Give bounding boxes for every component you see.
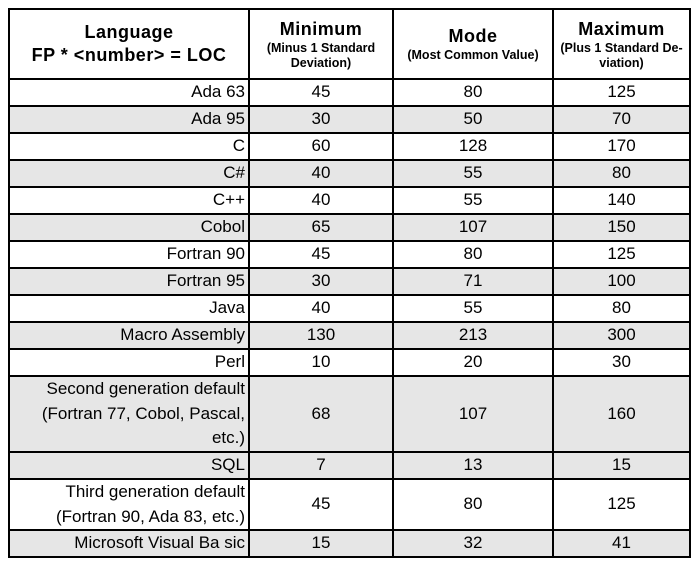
mode-cell: 32: [392, 529, 554, 559]
language-cell: Perl: [8, 348, 250, 377]
mode-cell: 50: [392, 105, 554, 134]
minimum-cell: 45: [248, 240, 394, 269]
table-row: Cobol 65 107 150: [8, 213, 691, 242]
mode-cell: 80: [392, 477, 554, 532]
table-row: C 60 128 170: [8, 132, 691, 161]
table-row: C++ 40 55 140: [8, 186, 691, 215]
language-cell: C#: [8, 159, 250, 188]
header-cell-maximum: Maximum (Plus 1 Standard De-viation): [552, 8, 691, 80]
maximum-cell: 150: [552, 213, 691, 242]
table-row: C# 40 55 80: [8, 159, 691, 188]
header-cell-minimum: Minimum (Minus 1 Standard Deviation): [248, 8, 394, 80]
minimum-cell: 7: [248, 450, 394, 480]
minimum-cell: 65: [248, 213, 394, 242]
maximum-cell: 160: [552, 375, 691, 453]
maximum-cell: 125: [552, 78, 691, 107]
language-cell: SQL: [8, 450, 250, 480]
header-language-formula: FP * <number> = LOC: [31, 45, 227, 65]
language-cell: Macro Assembly: [8, 321, 250, 350]
maximum-cell: 125: [552, 240, 691, 269]
table-row: Java 40 55 80: [8, 294, 691, 323]
language-cell: Third generation default (Fortran 90, Ad…: [8, 477, 250, 532]
header-cell-mode: Mode (Most Common Value): [392, 8, 554, 80]
table-row: Perl 10 20 30: [8, 348, 691, 377]
mode-cell: 13: [392, 450, 554, 480]
maximum-cell: 300: [552, 321, 691, 350]
mode-cell: 20: [392, 348, 554, 377]
minimum-cell: 45: [248, 78, 394, 107]
maximum-cell: 15: [552, 450, 691, 480]
maximum-cell: 70: [552, 105, 691, 134]
language-loc-table: Language FP * <number> = LOC Minimum (Mi…: [8, 8, 691, 559]
minimum-cell: 68: [248, 375, 394, 453]
maximum-cell: 41: [552, 529, 691, 559]
mode-cell: 128: [392, 132, 554, 161]
mode-cell: 107: [392, 375, 554, 453]
language-cell: Java: [8, 294, 250, 323]
minimum-cell: 60: [248, 132, 394, 161]
table-body: Ada 63 45 80 125 Ada 95 30 50 70 C 60 128 170 C# 40 55…: [8, 78, 691, 559]
header-mode-subtitle: (Most Common Value): [407, 48, 539, 63]
table-row: Second generation default (Fortran 77, C…: [8, 375, 691, 453]
header-minimum-subtitle: (Minus 1 Standard Deviation): [266, 40, 376, 70]
minimum-cell: 130: [248, 321, 394, 350]
maximum-cell: 125: [552, 477, 691, 532]
table-row: SQL 7 13 15: [8, 450, 691, 480]
language-cell: Fortran 95: [8, 267, 250, 296]
header-maximum-subtitle: (Plus 1 Standard De-viation): [560, 40, 683, 70]
mode-cell: 80: [392, 78, 554, 107]
table-row: Microsoft Visual Ba sic 15 32 41: [8, 529, 691, 559]
header-cell-language: Language FP * <number> = LOC: [8, 8, 250, 80]
language-cell: Cobol: [8, 213, 250, 242]
table-row: Third generation default (Fortran 90, Ad…: [8, 477, 691, 532]
table-row: Fortran 90 45 80 125: [8, 240, 691, 269]
minimum-cell: 30: [248, 267, 394, 296]
header-mode-title: Mode: [448, 25, 498, 46]
maximum-cell: 30: [552, 348, 691, 377]
language-cell: C++: [8, 186, 250, 215]
mode-cell: 55: [392, 159, 554, 188]
mode-cell: 71: [392, 267, 554, 296]
header-language-title: Language: [84, 21, 174, 42]
language-cell: Second generation default (Fortran 77, C…: [8, 375, 250, 453]
minimum-cell: 15: [248, 529, 394, 559]
minimum-cell: 45: [248, 477, 394, 532]
mode-cell: 107: [392, 213, 554, 242]
language-cell: Ada 63: [8, 78, 250, 107]
table-row: Ada 95 30 50 70: [8, 105, 691, 134]
header-row: Language FP * <number> = LOC Minimum (Mi…: [8, 8, 691, 80]
mode-cell: 80: [392, 240, 554, 269]
minimum-cell: 40: [248, 159, 394, 188]
table-row: Ada 63 45 80 125: [8, 78, 691, 107]
language-cell: Microsoft Visual Ba sic: [8, 529, 250, 559]
minimum-cell: 40: [248, 186, 394, 215]
mode-cell: 55: [392, 186, 554, 215]
mode-cell: 213: [392, 321, 554, 350]
maximum-cell: 80: [552, 159, 691, 188]
language-cell: Fortran 90: [8, 240, 250, 269]
maximum-cell: 170: [552, 132, 691, 161]
minimum-cell: 30: [248, 105, 394, 134]
maximum-cell: 80: [552, 294, 691, 323]
table-row: Macro Assembly 130 213 300: [8, 321, 691, 350]
minimum-cell: 10: [248, 348, 394, 377]
language-cell: C: [8, 132, 250, 161]
maximum-cell: 100: [552, 267, 691, 296]
header-minimum-title: Minimum: [279, 18, 363, 39]
language-cell: Ada 95: [8, 105, 250, 134]
mode-cell: 55: [392, 294, 554, 323]
table-row: Fortran 95 30 71 100: [8, 267, 691, 296]
maximum-cell: 140: [552, 186, 691, 215]
header-maximum-title: Maximum: [578, 18, 665, 39]
table-header: Language FP * <number> = LOC Minimum (Mi…: [8, 8, 691, 80]
page: Language FP * <number> = LOC Minimum (Mi…: [8, 8, 691, 559]
minimum-cell: 40: [248, 294, 394, 323]
